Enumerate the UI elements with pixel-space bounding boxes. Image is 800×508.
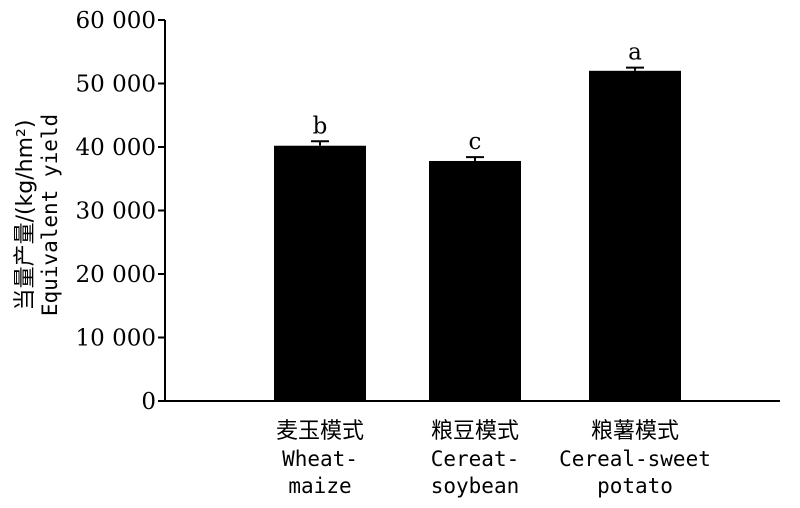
x-tick-label-en: maize [288,474,351,498]
x-tick-label-cn: 粮薯模式 [591,419,679,444]
y-ticks: 0 10 000 20 000 30 000 40 000 50 000 60 000 [76,8,165,415]
x-tick-label-en: Cereal-sweet [559,447,711,471]
y-axis-label: 当量产量/(kg/hm²) Equivalent yield [13,114,62,316]
significance-labels: b c a [313,40,643,156]
significance-label: a [628,40,642,66]
x-tick-label-en: Wheat- [282,447,358,471]
significance-label: b [313,113,328,139]
x-tick-label-cn: 麦玉模式 [276,419,364,444]
x-tick-label-en: Cereat- [431,447,520,471]
bar [274,145,366,401]
x-category-labels: 麦玉模式 Wheat-maize 粮豆模式 Cereat-soybean 粮薯模式 Cer… [276,419,711,498]
y-axis-label-en: Equivalent yield [38,114,62,316]
y-tick-label: 20 000 [76,262,156,288]
x-tick-label-en: soybean [431,474,520,498]
error-bars [311,66,644,161]
y-axis-label-cn: 当量产量/(kg/hm²) [13,120,38,311]
y-tick-label: 40 000 [76,135,156,161]
y-tick-label: 30 000 [76,199,156,225]
x-tick-label-cn: 粮豆模式 [431,419,519,444]
bars [274,70,681,402]
bar [429,160,521,401]
x-tick-label-en: potato [597,474,673,498]
significance-label: c [469,129,482,155]
bar [589,70,681,402]
y-tick-label: 10 000 [76,326,156,352]
y-tick-label: 60 000 [76,8,156,34]
y-tick-label: 0 [141,389,156,415]
y-tick-label: 50 000 [76,72,156,98]
